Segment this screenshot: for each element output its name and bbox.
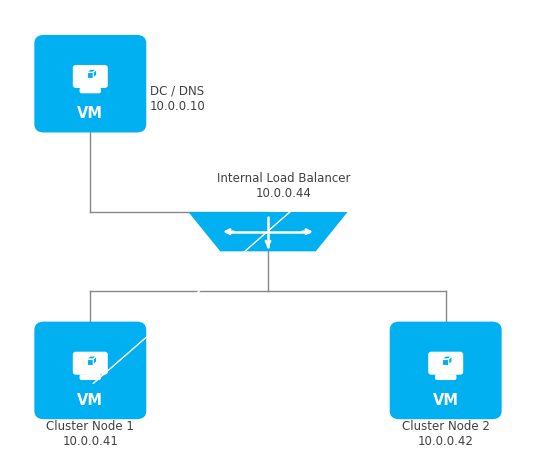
Polygon shape <box>87 72 93 78</box>
FancyBboxPatch shape <box>435 374 457 380</box>
Polygon shape <box>449 356 452 365</box>
Polygon shape <box>86 85 94 89</box>
Text: VM: VM <box>77 393 103 408</box>
Polygon shape <box>442 372 450 376</box>
Text: VM: VM <box>433 393 459 408</box>
FancyBboxPatch shape <box>428 351 463 375</box>
Polygon shape <box>442 359 449 365</box>
Polygon shape <box>93 69 96 78</box>
Text: DC / DNS
10.0.0.10: DC / DNS 10.0.0.10 <box>150 85 206 113</box>
FancyBboxPatch shape <box>34 35 146 132</box>
FancyBboxPatch shape <box>34 322 146 419</box>
FancyBboxPatch shape <box>79 88 101 93</box>
Text: VM: VM <box>77 107 103 122</box>
FancyBboxPatch shape <box>73 65 108 88</box>
Text: Cluster Node 2
10.0.0.42: Cluster Node 2 10.0.0.42 <box>402 420 490 448</box>
Polygon shape <box>189 212 347 251</box>
Polygon shape <box>87 69 96 72</box>
Polygon shape <box>93 356 96 365</box>
FancyBboxPatch shape <box>73 351 108 375</box>
Polygon shape <box>442 356 452 359</box>
FancyBboxPatch shape <box>79 374 101 380</box>
FancyBboxPatch shape <box>390 322 502 419</box>
Polygon shape <box>86 372 94 376</box>
Text: Cluster Node 1
10.0.0.41: Cluster Node 1 10.0.0.41 <box>46 420 134 448</box>
Text: Internal Load Balancer
10.0.0.44: Internal Load Balancer 10.0.0.44 <box>217 173 351 200</box>
Polygon shape <box>87 359 93 365</box>
Polygon shape <box>87 356 96 359</box>
